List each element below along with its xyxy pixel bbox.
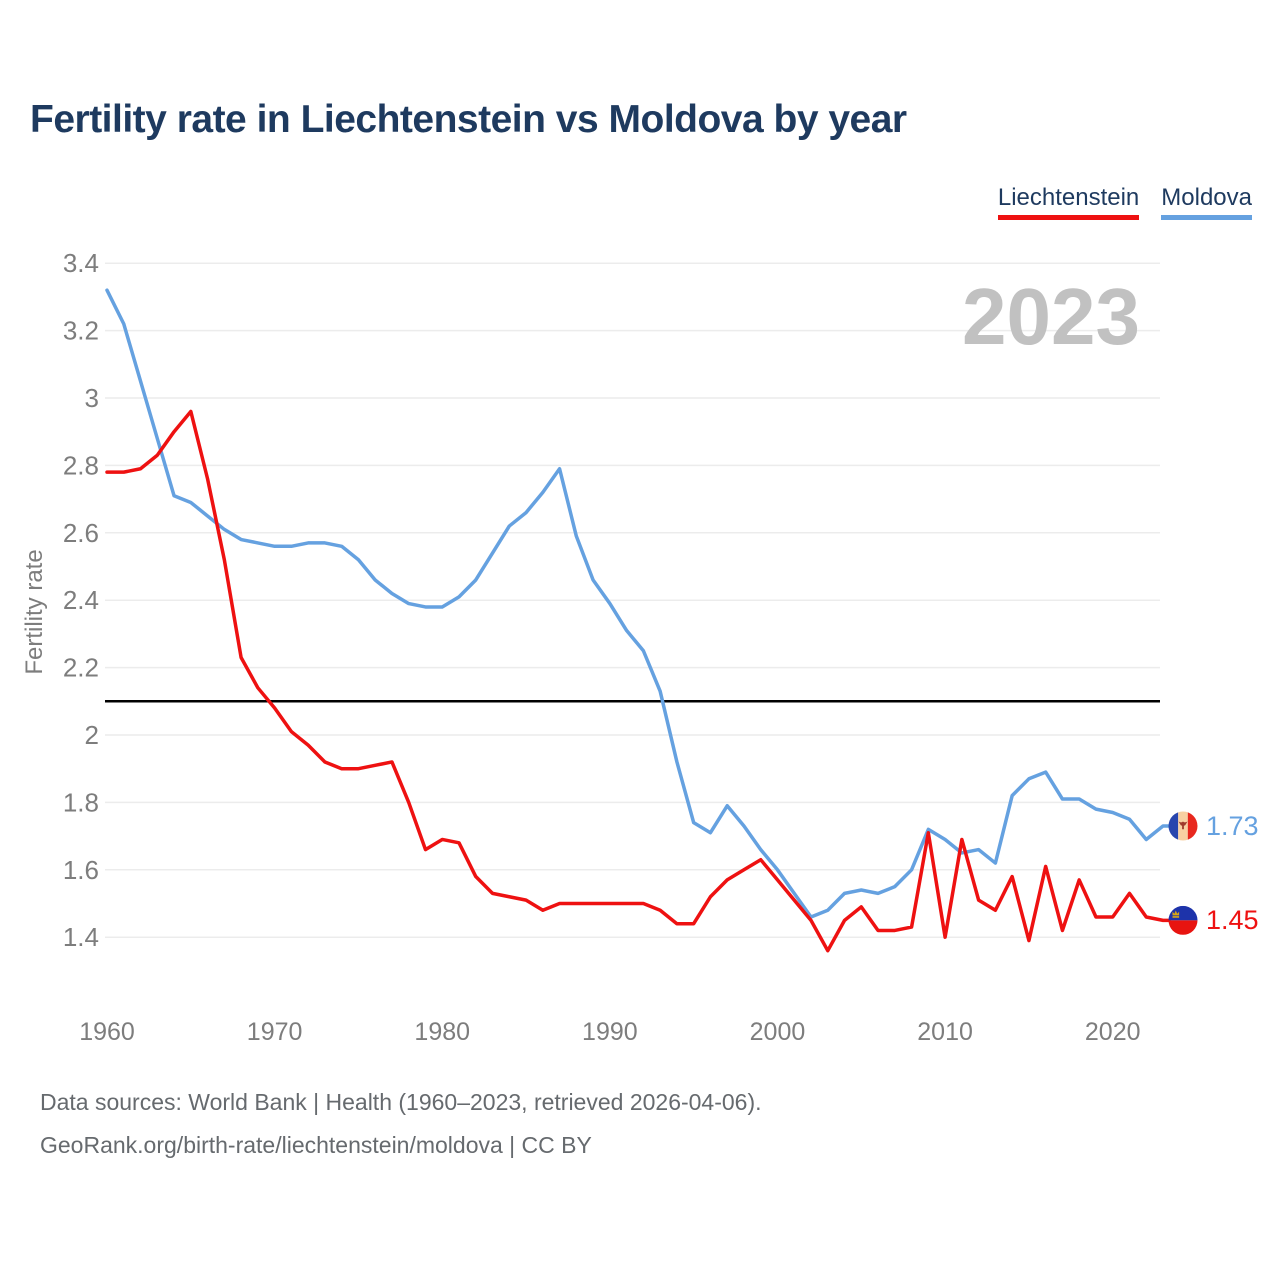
- y-tick-label: 3.2: [63, 316, 99, 346]
- x-tick-label: 2020: [1085, 1018, 1141, 1046]
- watermark-year: 2023: [962, 272, 1140, 361]
- y-tick-label: 2.6: [63, 518, 99, 548]
- legend-item-moldova[interactable]: Moldova: [1161, 184, 1252, 220]
- chart-title: Fertility rate in Liechtenstein vs Moldo…: [30, 98, 907, 141]
- series-line-moldova[interactable]: [105, 288, 1171, 919]
- y-tick-label: 3: [85, 383, 99, 413]
- y-tick-label: 1.4: [63, 922, 99, 952]
- y-tick-label: 2.4: [63, 585, 99, 615]
- y-tick-label: 2: [85, 720, 99, 750]
- legend: Liechtenstein Moldova: [997, 184, 1252, 220]
- x-tick-label: 1990: [582, 1018, 638, 1046]
- x-tick-label: 2000: [750, 1018, 806, 1046]
- x-tick-label: 1980: [414, 1018, 470, 1046]
- y-axis-title: Fertility rate: [21, 549, 48, 674]
- x-tick-label: 1960: [79, 1018, 135, 1046]
- legend-label-liechtenstein: Liechtenstein: [997, 184, 1140, 211]
- legend-swatch-moldova: [1161, 215, 1252, 220]
- y-tick-label: 3.4: [63, 248, 99, 278]
- y-tick-label: 1.6: [63, 855, 99, 885]
- legend-item-liechtenstein[interactable]: Liechtenstein: [997, 184, 1140, 220]
- footer-attribution: GeoRank.org/birth-rate/liechtenstein/mol…: [40, 1132, 592, 1158]
- y-tick-label: 1.8: [63, 787, 99, 817]
- series-line-liechtenstein[interactable]: [105, 409, 1171, 953]
- flag-icon-liechtenstein: [1168, 905, 1198, 935]
- x-tick-label: 1970: [247, 1018, 303, 1046]
- y-tick-label: 2.2: [63, 653, 99, 683]
- x-tick-label: 2010: [917, 1018, 973, 1046]
- legend-swatch-liechtenstein: [997, 215, 1140, 220]
- footer-data-sources: Data sources: World Bank | Health (1960–…: [40, 1089, 762, 1115]
- legend-label-moldova: Moldova: [1161, 184, 1252, 211]
- flag-icon-moldova: [1168, 811, 1198, 841]
- y-tick-label: 2.8: [63, 450, 99, 480]
- end-value-label-moldova: 1.73: [1206, 811, 1259, 841]
- end-value-label-liechtenstein: 1.45: [1206, 905, 1259, 935]
